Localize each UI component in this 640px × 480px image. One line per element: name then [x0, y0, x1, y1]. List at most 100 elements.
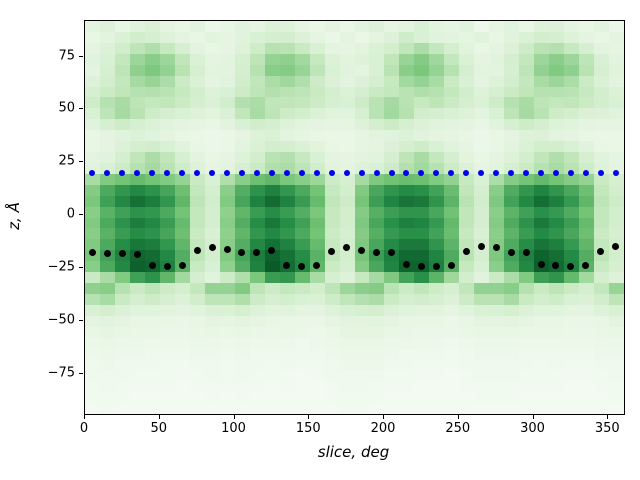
heatmap-cell: [444, 326, 460, 338]
heatmap-cell: [519, 326, 535, 338]
heatmap-cell: [354, 304, 370, 316]
heatmap-cell: [399, 130, 415, 142]
heatmap-cell: [549, 217, 565, 229]
heatmap-cell: [609, 392, 624, 404]
heatmap-cell: [204, 184, 220, 196]
heatmap-cell: [309, 206, 325, 218]
heatmap-cell: [594, 326, 610, 338]
heatmap-cell: [444, 64, 460, 76]
heatmap-cell: [204, 141, 220, 152]
heatmap-cell: [159, 42, 175, 54]
heatmap-cell: [564, 152, 580, 163]
heatmap-cell: [234, 119, 250, 131]
heatmap-cell: [549, 392, 565, 404]
heatmap-cell: [85, 228, 100, 240]
heatmap-cell: [474, 64, 490, 76]
heatmap-cell: [264, 21, 280, 32]
heatmap-cell: [294, 119, 310, 131]
heatmap-cell: [369, 152, 385, 163]
heatmap-cell: [429, 141, 445, 152]
blue-dot: [612, 169, 619, 176]
heatmap-cell: [579, 381, 595, 393]
heatmap-cell: [204, 315, 220, 327]
heatmap-cell: [279, 119, 295, 131]
heatmap-cell: [489, 261, 505, 273]
black-dot: [328, 247, 336, 255]
heatmap-cell: [414, 64, 430, 76]
heatmap-cell: [234, 370, 250, 382]
heatmap-cell: [474, 31, 490, 43]
heatmap-cell: [249, 239, 265, 251]
heatmap-cell: [564, 283, 580, 294]
blue-dot: [134, 169, 141, 176]
heatmap-cell: [519, 261, 535, 273]
heatmap-cell: [489, 97, 505, 109]
heatmap-cell: [594, 195, 610, 207]
heatmap-cell: [189, 228, 205, 240]
heatmap-cell: [129, 119, 145, 131]
heatmap-cell: [579, 97, 595, 109]
heatmap-cell: [189, 283, 205, 294]
heatmap-cell: [159, 53, 175, 65]
heatmap-cell: [549, 75, 565, 87]
heatmap-cell: [504, 75, 520, 87]
heatmap-cell: [534, 21, 550, 32]
heatmap-cell: [234, 184, 250, 196]
heatmap-cell: [129, 239, 145, 251]
heatmap-cell: [309, 31, 325, 43]
heatmap-cell: [519, 293, 535, 305]
heatmap-cell: [129, 173, 145, 185]
heatmap-cell: [279, 97, 295, 109]
y-axis-tick-label: −25: [47, 259, 75, 275]
heatmap-cell: [189, 217, 205, 229]
heatmap-cell: [594, 261, 610, 273]
heatmap-cell: [504, 283, 520, 294]
heatmap-cell: [459, 31, 475, 43]
heatmap-cell: [249, 261, 265, 273]
heatmap-cell: [429, 337, 445, 349]
black-dot: [313, 262, 321, 270]
heatmap-cell: [489, 173, 505, 185]
heatmap-cell: [99, 184, 115, 196]
heatmap-cell: [504, 304, 520, 316]
heatmap-cell: [564, 392, 580, 404]
heatmap-cell: [174, 293, 190, 305]
heatmap-cell: [414, 42, 430, 54]
heatmap-cell: [204, 370, 220, 382]
heatmap-cell: [234, 53, 250, 65]
heatmap-cell: [114, 359, 130, 371]
heatmap-cell: [474, 381, 490, 393]
heatmap-cell: [249, 283, 265, 294]
heatmap-cell: [369, 304, 385, 316]
heatmap-cell: [564, 348, 580, 360]
heatmap-cell: [369, 206, 385, 218]
heatmap-cell: [85, 53, 100, 65]
heatmap-cell: [474, 130, 490, 142]
heatmap-cell: [534, 206, 550, 218]
heatmap-cell: [114, 403, 130, 414]
heatmap-cell: [444, 403, 460, 414]
blue-dot: [463, 169, 470, 176]
x-axis-tick-label: 200: [370, 421, 396, 436]
heatmap-cell: [519, 108, 535, 120]
heatmap-cell: [414, 162, 430, 174]
heatmap-cell: [534, 195, 550, 207]
heatmap-cell: [429, 75, 445, 87]
heatmap-cell: [279, 75, 295, 87]
heatmap-cell: [399, 381, 415, 393]
heatmap-cell: [309, 239, 325, 251]
heatmap-cell: [324, 86, 340, 98]
heatmap-cell: [85, 348, 100, 360]
heatmap-cell: [339, 403, 355, 414]
heatmap-cell: [264, 381, 280, 393]
black-dot: [582, 262, 590, 270]
heatmap-cell: [324, 217, 340, 229]
heatmap-cell: [519, 152, 535, 163]
heatmap-cell: [429, 42, 445, 54]
heatmap-cell: [279, 31, 295, 43]
heatmap-cell: [189, 42, 205, 54]
heatmap-cell: [459, 228, 475, 240]
y-axis-tick: [79, 161, 83, 163]
heatmap-cell: [354, 392, 370, 404]
heatmap-cell: [339, 359, 355, 371]
